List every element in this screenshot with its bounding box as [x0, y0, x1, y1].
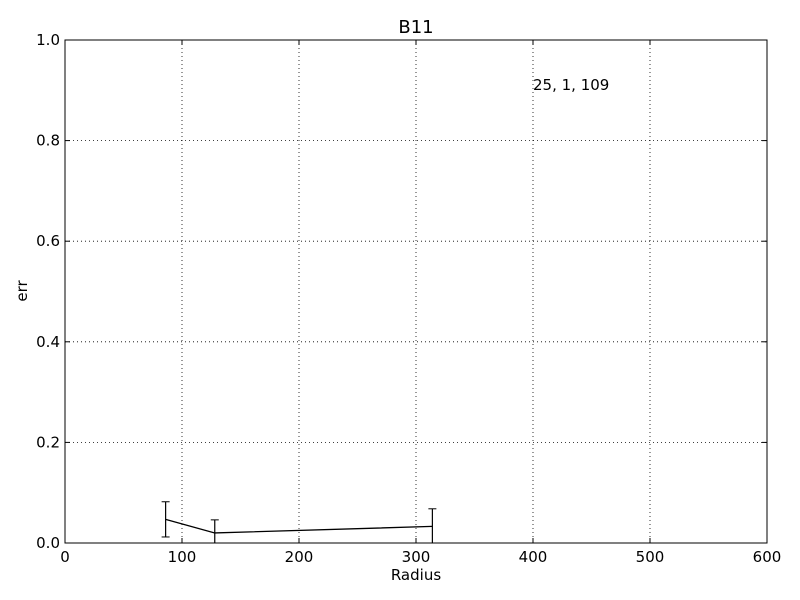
y-axis-label: err [13, 280, 31, 302]
data-series [161, 501, 437, 543]
x-tick-label: 200 [285, 548, 314, 566]
y-tick-label: 0.2 [36, 433, 60, 451]
x-tick-label: 100 [168, 548, 197, 566]
y-tick-label: 0.0 [36, 534, 60, 552]
tick-labels: 0 100 200 300 400 500 600 0.0 0.2 0.4 0.6 0.8 1.0 [36, 31, 781, 566]
y-tick-label: 0.4 [36, 333, 60, 351]
chart-title: B11 [398, 17, 433, 38]
grid-lines [65, 40, 767, 543]
y-tick-label: 0.6 [36, 232, 60, 250]
y-tick-label: 0.8 [36, 132, 60, 150]
x-axis-label: Radius [391, 566, 441, 584]
chart-annotation: 25, 1, 109 [533, 76, 609, 94]
plot-frame [64, 39, 768, 544]
x-tick-label: 300 [402, 548, 431, 566]
x-tick-label: 400 [519, 548, 548, 566]
y-tick-label: 1.0 [36, 31, 60, 49]
x-tick-label: 600 [753, 548, 782, 566]
x-tick-label: 500 [636, 548, 665, 566]
x-tick-label: 0 [60, 548, 70, 566]
